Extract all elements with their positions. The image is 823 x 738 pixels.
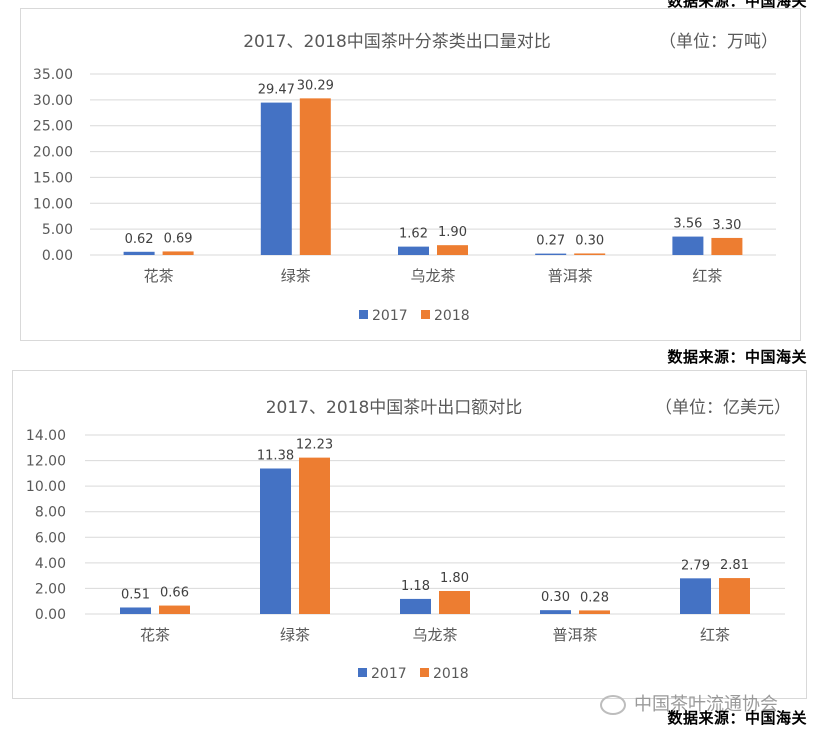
category-label: 乌龙茶 — [410, 267, 455, 285]
category-label: 花茶 — [140, 626, 170, 644]
legend-label-2017: 2017 — [372, 308, 408, 324]
bar-2018 — [437, 245, 468, 255]
bar-2018 — [159, 605, 190, 614]
y-tick-label: 0.00 — [42, 248, 73, 264]
chart-title: 2017、2018中国茶叶出口额对比 — [266, 398, 523, 418]
data-label-2018: 30.29 — [297, 78, 334, 93]
y-tick-label: 12.00 — [26, 454, 66, 470]
y-tick-label: 30.00 — [33, 93, 73, 109]
unit-label: （单位：亿美元） — [655, 398, 791, 418]
category-label: 普洱茶 — [552, 626, 597, 644]
data-label-2017: 0.30 — [541, 590, 570, 605]
unit-label: （单位：万吨） — [659, 32, 778, 52]
bar-2017 — [120, 607, 151, 614]
bar-2018 — [439, 590, 470, 614]
data-label-2017: 0.27 — [536, 234, 565, 249]
bar-2017 — [535, 253, 567, 255]
data-label-2018: 1.80 — [440, 571, 469, 586]
legend-swatch-2017 — [359, 310, 368, 319]
data-source-chart-2: 数据来源：中国海关 — [667, 709, 807, 727]
data-label-2018: 0.30 — [575, 233, 604, 248]
legend-swatch-2018 — [420, 668, 429, 677]
data-source-top: 数据来源：中国海关 — [667, 0, 807, 10]
legend-swatch-2018 — [421, 310, 430, 319]
data-label-2017: 3.56 — [673, 217, 702, 232]
y-tick-label: 6.00 — [35, 530, 66, 546]
legend-label-2018: 2018 — [434, 308, 470, 324]
category-label: 普洱茶 — [548, 267, 593, 285]
y-tick-label: 2.00 — [35, 581, 66, 597]
export-value-chart: 2017、2018中国茶叶出口额对比 （单位：亿美元） 0.00 2.00 4.00 6.… — [12, 370, 807, 699]
data-label-2017: 0.62 — [125, 232, 154, 247]
bar-2018 — [719, 578, 750, 614]
data-label-2018: 0.66 — [160, 586, 189, 601]
y-tick-label: 10.00 — [33, 196, 73, 212]
data-label-2017: 1.62 — [399, 227, 428, 242]
bar-2018 — [574, 253, 606, 255]
bar-2017 — [260, 102, 292, 256]
data-label-2018: 3.30 — [712, 218, 741, 233]
export-volume-chart-svg: 2017、2018中国茶叶分茶类出口量对比 （单位：万吨） 0.00 5.00 10.0… — [33, 32, 778, 324]
bar-2017 — [260, 468, 291, 614]
watermark: 中国茶叶流通协会 — [600, 690, 778, 716]
y-tick-label: 4.00 — [35, 556, 66, 572]
bar-2018 — [711, 237, 743, 255]
y-tick-label: 15.00 — [33, 170, 73, 186]
data-label-2018: 12.23 — [296, 438, 333, 453]
bar-2017 — [540, 610, 571, 614]
category-label: 花茶 — [144, 267, 174, 285]
bar-2017 — [672, 236, 704, 255]
data-source-chart-1: 数据来源：中国海关 — [667, 348, 807, 366]
category-label: 乌龙茶 — [412, 626, 457, 644]
data-label-2018: 2.81 — [720, 558, 749, 573]
legend-label-2017: 2017 — [371, 666, 407, 682]
y-tick-label: 35.00 — [33, 67, 73, 83]
data-label-2017: 29.47 — [258, 83, 295, 98]
category-label: 绿茶 — [281, 267, 311, 285]
bar-2018 — [299, 457, 330, 614]
data-label-2017: 1.18 — [401, 579, 430, 594]
legend-swatch-2017 — [358, 668, 367, 677]
y-tick-label: 0.00 — [35, 607, 66, 623]
y-tick-label: 14.00 — [26, 428, 66, 444]
watermark-text: 中国茶叶流通协会 — [634, 694, 778, 715]
export-value-chart-svg: 2017、2018中国茶叶出口额对比 （单位：亿美元） 0.00 2.00 4.00 6.… — [26, 398, 791, 682]
category-label: 红茶 — [700, 626, 730, 644]
y-tick-label: 8.00 — [35, 505, 66, 521]
data-label-2017: 2.79 — [681, 558, 710, 573]
category-label: 绿茶 — [280, 626, 310, 644]
y-tick-label: 10.00 — [26, 479, 66, 495]
bar-2017 — [123, 251, 155, 255]
bar-2018 — [162, 251, 194, 255]
bar-2017 — [400, 598, 431, 614]
legend-label-2018: 2018 — [433, 666, 469, 682]
bar-2018 — [579, 610, 610, 614]
category-label: 红茶 — [692, 267, 722, 285]
data-label-2018: 1.90 — [438, 225, 467, 240]
bar-2017 — [680, 578, 711, 614]
data-label-2017: 11.38 — [257, 448, 294, 463]
data-label-2017: 0.51 — [121, 587, 150, 602]
y-tick-label: 5.00 — [42, 222, 73, 238]
data-label-2018: 0.69 — [164, 231, 193, 246]
chart-title: 2017、2018中国茶叶分茶类出口量对比 — [243, 32, 551, 52]
y-tick-label: 25.00 — [33, 119, 73, 135]
bar-2017 — [398, 246, 429, 255]
data-label-2018: 0.28 — [580, 590, 609, 605]
bar-2018 — [299, 98, 331, 256]
export-volume-chart: 2017、2018中国茶叶分茶类出口量对比 （单位：万吨） 0.00 5.00 10.0… — [20, 8, 801, 341]
y-tick-label: 20.00 — [33, 145, 73, 161]
wechat-icon — [600, 695, 626, 715]
